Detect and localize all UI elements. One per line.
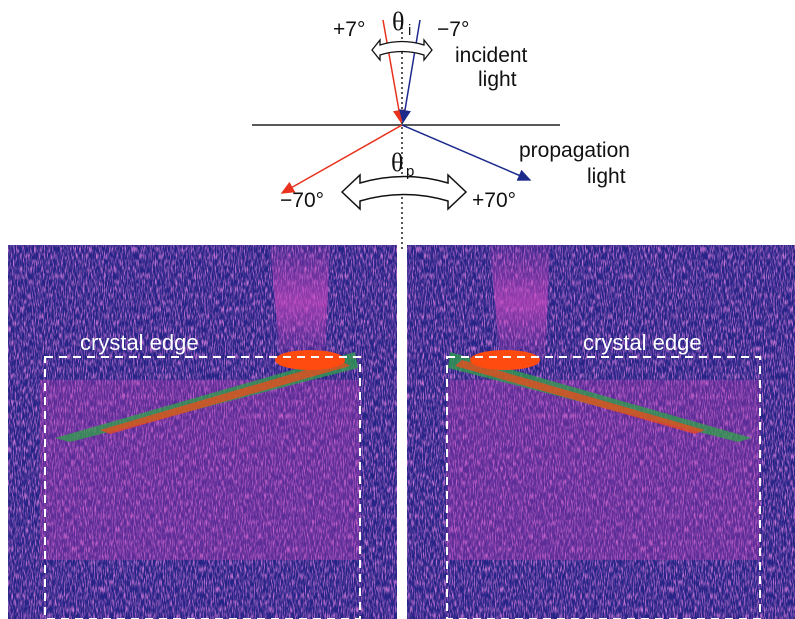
- angle-label: −7°: [437, 18, 469, 41]
- incident-ray-plus: [382, 19, 405, 124]
- propagation-label: propagation: [519, 139, 630, 162]
- image-panel: [8, 245, 397, 619]
- theta-symbol: θ: [391, 148, 403, 177]
- theta-subscript: i: [408, 22, 411, 39]
- image-panel: [407, 245, 795, 619]
- angle-label: +7°: [333, 18, 365, 41]
- propagation-ray-minus: [280, 124, 403, 194]
- incident-angle-arrow: [371, 38, 433, 62]
- propagation-ray-plus: [401, 124, 532, 181]
- crystal-edge-box: [44, 356, 361, 619]
- propagation-label: light: [587, 165, 626, 188]
- incident-label: light: [478, 68, 517, 91]
- theta-subscript: p: [406, 163, 414, 180]
- crystal-edge-box: [446, 356, 761, 619]
- panel-label: crystal edge: [583, 330, 702, 355]
- angle-label: +70°: [472, 189, 516, 212]
- panel-label: crystal edge: [80, 330, 199, 355]
- angle-label: −70°: [280, 189, 324, 212]
- propagation-angle-arrow: [340, 173, 468, 211]
- incident-label: incident: [455, 44, 528, 67]
- incident-ray-minus: [399, 19, 421, 124]
- theta-symbol: θ: [392, 7, 404, 36]
